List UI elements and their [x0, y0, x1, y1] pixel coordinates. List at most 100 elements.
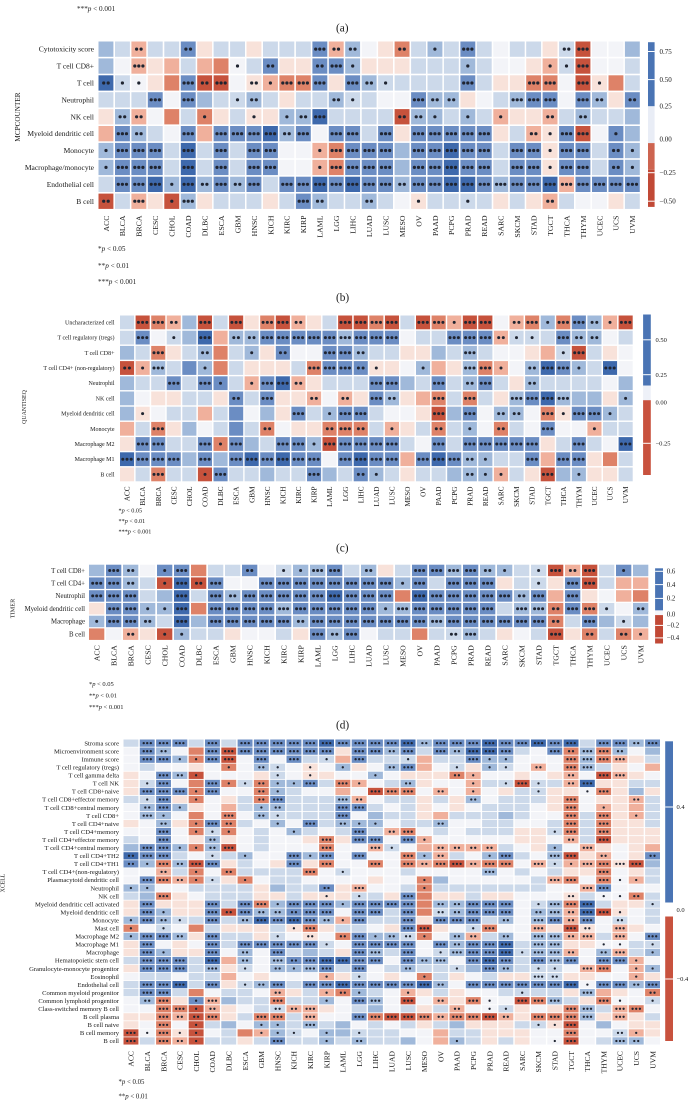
- svg-text:THCA: THCA: [560, 486, 568, 506]
- svg-text:READ: READ: [480, 215, 489, 237]
- svg-text:UCS: UCS: [620, 645, 629, 660]
- svg-text:T cell CD4+effector memory: T cell CD4+effector memory: [42, 837, 120, 844]
- svg-text:Monocyte: Monocyte: [92, 918, 119, 925]
- svg-text:SARC: SARC: [501, 645, 510, 665]
- svg-text:KICH: KICH: [279, 487, 287, 505]
- svg-text:Microenvironment score: Microenvironment score: [54, 748, 119, 755]
- svg-text:MESO: MESO: [404, 487, 412, 507]
- svg-text:0.50: 0.50: [660, 76, 673, 84]
- svg-text:LGG: LGG: [331, 645, 340, 661]
- svg-text:T cell: T cell: [77, 79, 94, 88]
- svg-text:Neutrophil: Neutrophil: [90, 885, 119, 892]
- svg-text:0.2: 0.2: [667, 596, 676, 603]
- svg-text:Monocyte: Monocyte: [90, 427, 115, 433]
- svg-text:ACC: ACC: [93, 645, 102, 661]
- svg-text:PRAD: PRAD: [467, 645, 476, 666]
- svg-text:LAML: LAML: [316, 215, 325, 237]
- svg-text:Monocyte: Monocyte: [64, 146, 95, 155]
- svg-text:DLBC: DLBC: [201, 216, 210, 237]
- svg-text:T cell NK: T cell NK: [93, 781, 119, 788]
- svg-text:PCPG: PCPG: [450, 645, 459, 665]
- svg-text:Neutrophil: Neutrophil: [62, 95, 95, 104]
- svg-text:CESC: CESC: [144, 645, 153, 665]
- svg-text:(c): (c): [336, 543, 349, 555]
- svg-text:KIRP: KIRP: [311, 487, 319, 503]
- svg-text:LUAD: LUAD: [365, 645, 374, 667]
- svg-text:READ: READ: [482, 487, 490, 507]
- svg-text:PRAD: PRAD: [464, 215, 473, 236]
- svg-text:(b): (b): [336, 292, 349, 304]
- svg-text:T cell CD4+TH1: T cell CD4+TH1: [74, 861, 119, 868]
- svg-text:(d): (d): [336, 720, 349, 732]
- svg-text:0.50: 0.50: [656, 337, 667, 344]
- svg-text:SKCM: SKCM: [518, 645, 527, 667]
- svg-text:PRAD: PRAD: [466, 487, 474, 506]
- svg-text:LGG: LGG: [342, 487, 350, 502]
- svg-text:T cell CD4+central memory: T cell CD4+central memory: [45, 845, 120, 852]
- svg-text:*p < 0.05: *p < 0.05: [98, 245, 126, 253]
- svg-text:UCS: UCS: [607, 486, 615, 500]
- svg-text:Neutrophil: Neutrophil: [56, 593, 86, 600]
- svg-text:QUANTISEQ: QUANTISEQ: [22, 389, 28, 423]
- svg-text:NK cell: NK cell: [98, 893, 119, 900]
- svg-text:CHOL: CHOL: [168, 215, 177, 236]
- svg-text:STAD: STAD: [529, 487, 537, 505]
- svg-text:Granulocyte-monocyte progenito: Granulocyte-monocyte progenitor: [29, 966, 120, 973]
- svg-text:B cell: B cell: [100, 472, 114, 478]
- svg-text:Macrophage M1: Macrophage M1: [75, 457, 115, 463]
- svg-text:TGCT: TGCT: [552, 645, 561, 666]
- svg-text:LUSC: LUSC: [389, 486, 397, 505]
- svg-text:**p < 0.01: **p < 0.01: [89, 693, 117, 700]
- svg-text:**p < 0.01: **p < 0.01: [98, 262, 129, 270]
- svg-text:T cell CD4+TH2: T cell CD4+TH2: [74, 853, 119, 860]
- svg-text:KIRP: KIRP: [297, 645, 306, 663]
- svg-text:MESO: MESO: [399, 645, 408, 667]
- svg-text:DLBC: DLBC: [195, 645, 204, 666]
- svg-text:ESCA: ESCA: [233, 486, 241, 505]
- svg-text:BRCA: BRCA: [155, 486, 163, 506]
- svg-text:LAML: LAML: [326, 487, 334, 507]
- svg-text:T cell CD4+: T cell CD4+: [51, 581, 85, 588]
- svg-text:B cell: B cell: [76, 197, 94, 206]
- svg-text:NK cell: NK cell: [70, 112, 94, 121]
- svg-text:PCPG: PCPG: [451, 487, 459, 505]
- svg-text:KICH: KICH: [266, 215, 275, 234]
- svg-text:THCA: THCA: [569, 645, 578, 667]
- svg-text:Stroma score: Stroma score: [84, 740, 119, 747]
- svg-text:B cell: B cell: [69, 632, 85, 639]
- svg-text:T cell CD4+(non-regulatory): T cell CD4+(non-regulatory): [43, 869, 119, 876]
- svg-text:BLCA: BLCA: [118, 215, 127, 236]
- svg-text:Macrophage M2: Macrophage M2: [75, 934, 119, 941]
- svg-text:CHOL: CHOL: [186, 487, 194, 507]
- svg-text:MCPCOUNTER: MCPCOUNTER: [14, 92, 22, 141]
- svg-text:LUSC: LUSC: [382, 645, 391, 665]
- svg-text:Endothelial cell: Endothelial cell: [47, 180, 94, 189]
- svg-text:THCA: THCA: [562, 215, 571, 237]
- svg-text:Myeloid dendritic cell: Myeloid dendritic cell: [61, 412, 115, 418]
- svg-text:T cell CD8+central memory: T cell CD8+central memory: [45, 805, 120, 812]
- svg-text:Cytotoxicity score: Cytotoxicity score: [39, 45, 95, 54]
- svg-text:PCPG: PCPG: [447, 215, 456, 235]
- svg-text:SARC: SARC: [497, 216, 506, 236]
- svg-text:HNSC: HNSC: [264, 486, 272, 505]
- svg-text:−0.50: −0.50: [660, 198, 677, 206]
- svg-text:LIHC: LIHC: [349, 216, 358, 234]
- svg-text:T cell CD8+effector memory: T cell CD8+effector memory: [42, 797, 120, 804]
- svg-text:PAAD: PAAD: [433, 645, 442, 666]
- svg-text:LUAD: LUAD: [373, 487, 381, 507]
- svg-text:Macrophage: Macrophage: [51, 619, 85, 626]
- svg-text:MESO: MESO: [398, 215, 407, 237]
- svg-text:ACC: ACC: [124, 486, 132, 501]
- svg-text:Immune score: Immune score: [81, 757, 119, 764]
- svg-text:***p < 0.001: ***p < 0.001: [77, 5, 116, 13]
- svg-text:KICH: KICH: [263, 645, 272, 664]
- svg-text:OV: OV: [416, 645, 425, 657]
- svg-text:LIHC: LIHC: [357, 486, 365, 503]
- svg-text:SKCM: SKCM: [513, 215, 522, 237]
- svg-text:Eosinophil: Eosinophil: [90, 974, 119, 981]
- svg-text:UVM: UVM: [637, 645, 646, 663]
- svg-text:COAD: COAD: [184, 215, 193, 237]
- svg-text:CESC: CESC: [170, 486, 178, 504]
- svg-text:CHOL: CHOL: [161, 645, 170, 666]
- svg-text:T cell gamma delta: T cell gamma delta: [68, 773, 119, 780]
